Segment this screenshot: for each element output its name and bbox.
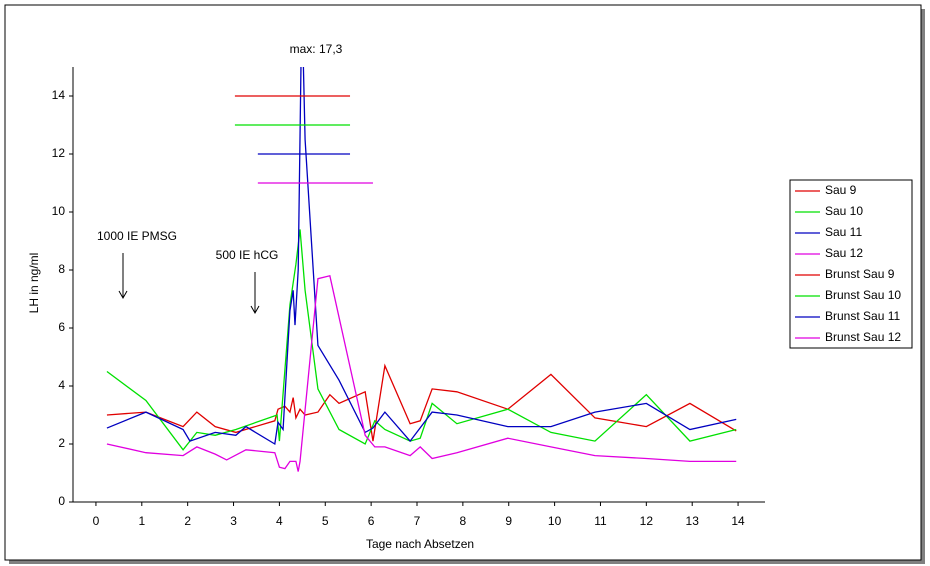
y-tick-label: 8 bbox=[58, 262, 65, 276]
x-tick-label: 8 bbox=[460, 514, 467, 528]
legend-label: Sau 9 bbox=[825, 183, 857, 197]
x-tick-label: 1 bbox=[138, 514, 145, 528]
y-tick-label: 10 bbox=[52, 204, 66, 218]
annotation: 1000 IE PMSG bbox=[97, 229, 177, 243]
x-tick-label: 5 bbox=[322, 514, 329, 528]
y-tick-label: 0 bbox=[58, 494, 65, 508]
x-tick-label: 4 bbox=[276, 514, 283, 528]
y-tick-label: 12 bbox=[52, 146, 66, 160]
x-tick-label: 7 bbox=[414, 514, 421, 528]
x-tick-label: 11 bbox=[594, 514, 607, 528]
x-tick-label: 10 bbox=[548, 514, 562, 528]
y-tick-label: 2 bbox=[58, 436, 65, 450]
legend-label: Brunst Sau 11 bbox=[825, 309, 900, 323]
series-line bbox=[106, 363, 737, 442]
x-axis-label: Tage nach Absetzen bbox=[366, 537, 474, 551]
legend-label: Brunst Sau 12 bbox=[825, 330, 901, 344]
arrows bbox=[118, 253, 260, 315]
legend-label: Brunst Sau 10 bbox=[825, 288, 901, 302]
annotation: max: 17,3 bbox=[290, 42, 343, 56]
legend-label: Sau 12 bbox=[825, 246, 863, 260]
x-tick-label: 2 bbox=[184, 514, 191, 528]
y-tick-label: 4 bbox=[58, 378, 65, 392]
x-tick-label: 9 bbox=[505, 514, 512, 528]
x-tick-label: 13 bbox=[686, 514, 700, 528]
x-tick-label: 14 bbox=[731, 514, 745, 528]
series-line bbox=[106, 67, 737, 446]
arrow bbox=[118, 253, 128, 300]
y-tick-label: 6 bbox=[58, 320, 65, 334]
legend-label: Brunst Sau 9 bbox=[825, 267, 895, 281]
legend-label: Sau 11 bbox=[825, 225, 862, 239]
series-line bbox=[106, 275, 737, 472]
legend bbox=[789, 179, 913, 349]
x-tick-label: 3 bbox=[230, 514, 237, 528]
x-tick-label: 12 bbox=[640, 514, 654, 528]
legend-label: Sau 10 bbox=[825, 204, 863, 218]
x-tick-label: 0 bbox=[93, 514, 100, 528]
x-tick-label: 6 bbox=[368, 514, 375, 528]
y-axis-label: LH in ng/ml bbox=[27, 253, 41, 314]
y-tick-label: 14 bbox=[52, 88, 66, 102]
frame bbox=[4, 4, 922, 561]
plot-area bbox=[106, 67, 737, 472]
arrow bbox=[250, 272, 260, 315]
annotation: 500 IE hCG bbox=[216, 248, 279, 262]
